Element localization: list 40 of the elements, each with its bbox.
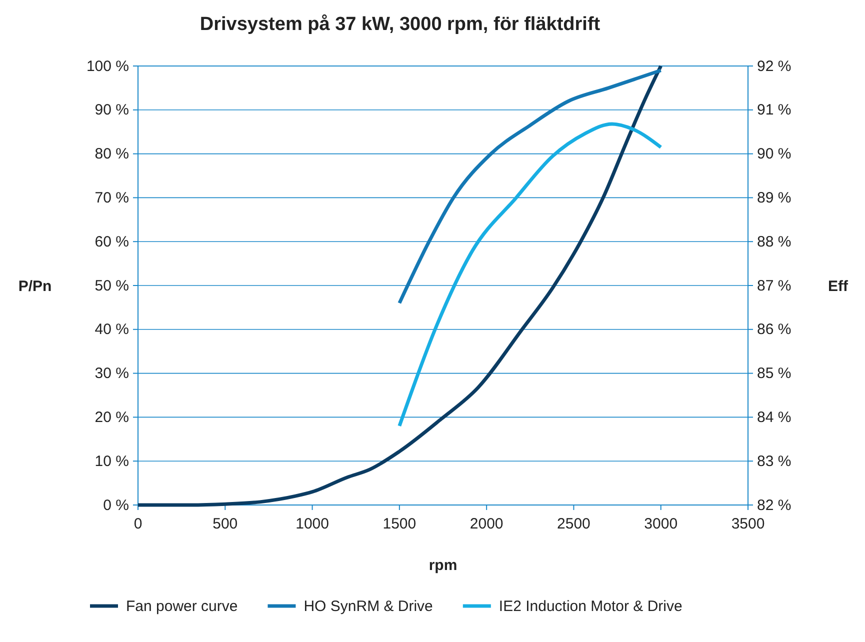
y2-tick-label: 85 % xyxy=(757,365,792,382)
chart-title: Drivsystem på 37 kW, 3000 rpm, för fläktdrift xyxy=(200,14,601,35)
y2-tick-label: 89 % xyxy=(757,190,792,206)
y-tick-label: 0 % xyxy=(103,496,129,514)
y-tick-label: 60 % xyxy=(94,233,129,250)
y-tick-label: 50 % xyxy=(94,277,129,294)
y-tick-label: 20 % xyxy=(94,409,129,426)
y-tick-label: 90 % xyxy=(94,102,129,119)
legend-label: Fan power curve xyxy=(126,598,238,615)
y2-tick-label: 87 % xyxy=(757,277,792,294)
y-tick-label: 70 % xyxy=(94,190,129,206)
x-tick-label: 3500 xyxy=(731,516,765,533)
x-tick-label: 2000 xyxy=(470,516,504,533)
y-tick-label: 100 % xyxy=(86,58,129,75)
y2-tick-label: 82 % xyxy=(757,496,792,514)
y2-tick-label: 92 % xyxy=(757,58,792,75)
x-tick-label: 1000 xyxy=(296,516,329,533)
legend-label: HO SynRM & Drive xyxy=(304,598,433,615)
line-series xyxy=(398,122,663,428)
y2-tick-label: 83 % xyxy=(757,452,792,470)
x-tick-label: 2500 xyxy=(557,516,590,533)
y-tick-label: 40 % xyxy=(94,321,129,338)
x-tick-label: 500 xyxy=(212,516,238,533)
line-series xyxy=(136,64,663,507)
x-tick-label: 3000 xyxy=(644,516,678,533)
y2-tick-label: 86 % xyxy=(757,321,792,338)
y2-axis-title: Eff xyxy=(828,278,849,295)
x-tick-label: 1500 xyxy=(382,516,416,533)
legend-label: IE2 Induction Motor & Drive xyxy=(498,598,682,615)
y2-tick-label: 91 % xyxy=(757,102,792,119)
y-tick-label: 80 % xyxy=(94,146,129,163)
y-tick-label: 30 % xyxy=(94,365,129,382)
x-axis-title: rpm xyxy=(428,557,458,574)
y2-tick-label: 84 % xyxy=(757,409,792,426)
y-axis-title: P/Pn xyxy=(18,278,52,295)
y2-tick-label: 88 % xyxy=(757,233,792,250)
y-tick-label: 10 % xyxy=(94,452,129,470)
y2-tick-label: 90 % xyxy=(757,146,792,163)
x-tick-label: 0 xyxy=(134,516,142,533)
line-series xyxy=(398,68,663,305)
